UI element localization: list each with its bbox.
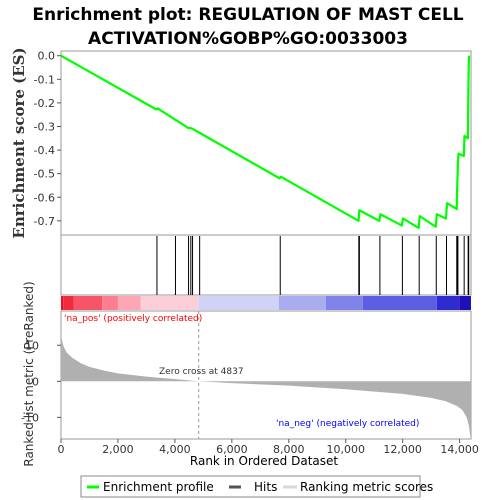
es-y-ticks: 0.0 -0.1 -0.2 -0.3 -0.4 -0.5 -0.6 -0.7 xyxy=(34,50,61,228)
legend-label-metric: Ranking metric scores xyxy=(300,480,433,494)
metric-panel: 10 0 -10 0 2,000 4,000 6,000 8,000 10,000 12,000… xyxy=(21,281,479,468)
metric-ytick-label: 10 xyxy=(25,339,39,352)
heatmap-segment xyxy=(102,296,118,310)
metric-area xyxy=(61,330,471,439)
legend-label-hits: Hits xyxy=(254,480,277,494)
heatmap-segment xyxy=(436,296,460,310)
es-ytick-label: -0.1 xyxy=(34,73,55,86)
hits-group xyxy=(156,236,470,295)
legend-label-profile: Enrichment profile xyxy=(103,480,214,494)
es-panel: 0.0 -0.1 -0.2 -0.3 -0.4 -0.5 -0.6 -0.7 Enrichme… xyxy=(10,47,472,239)
metric-y-axis-label: Ranked list metric (PreRanked) xyxy=(22,281,36,466)
heatmap-segment xyxy=(61,296,64,310)
pos-label: 'na_pos' (positively correlated) xyxy=(64,314,202,324)
heatmap-segment xyxy=(63,296,74,310)
neg-label: 'na_neg' (negatively correlated) xyxy=(276,419,419,429)
x-axis-label: Rank in Ordered Dataset xyxy=(190,454,338,468)
es-ytick-label: -0.7 xyxy=(34,215,55,228)
hits-frame xyxy=(60,234,472,296)
es-y-axis-label: Enrichment score (ES) xyxy=(10,47,28,238)
heatmap-segment xyxy=(362,296,437,310)
xtick-label: 2,000 xyxy=(102,443,134,456)
heatmap-segment xyxy=(325,296,363,310)
heatmap-segment xyxy=(117,296,141,310)
rank-heatmap-band xyxy=(61,296,471,310)
xtick-label: 4,000 xyxy=(159,443,191,456)
es-ytick-label: -0.5 xyxy=(34,168,55,181)
es-ytick-label: -0.6 xyxy=(34,191,55,204)
heatmap-segment xyxy=(140,296,199,310)
xtick-label: 8,000 xyxy=(273,443,305,456)
heatmap-segment xyxy=(278,296,326,310)
xtick-label: 12,000 xyxy=(383,443,422,456)
zero-cross-label: Zero cross at 4837 xyxy=(159,367,244,377)
es-line-group xyxy=(60,54,471,230)
chart-title-line2: ACTIVATION%GOBP%GO:0033003 xyxy=(88,29,408,49)
es-ytick-label: -0.3 xyxy=(34,120,55,133)
metric-ytick-label: 0 xyxy=(32,375,39,388)
es-ytick-label: -0.4 xyxy=(34,144,55,157)
heatmap-segment xyxy=(73,296,103,310)
es-plot-frame xyxy=(60,50,472,236)
xtick-label: 10,000 xyxy=(326,443,365,456)
chart-title-line1: Enrichment plot: REGULATION OF MAST CELL xyxy=(32,5,463,25)
es-ytick-label: 0.0 xyxy=(38,50,56,63)
xtick-label: 14,000 xyxy=(440,443,479,456)
x-axis-ticks: 0 2,000 4,000 6,000 8,000 10,000 12,000 14,000 xyxy=(58,439,479,456)
legend: Enrichment profile Hits Ranking metric s… xyxy=(80,475,433,498)
es-ytick-label: -0.2 xyxy=(34,97,55,110)
metric-ytick-label: -10 xyxy=(21,411,39,424)
metric-y-ticks: 10 0 -10 xyxy=(21,339,61,424)
es-series-line xyxy=(60,54,471,230)
heatmap-segment xyxy=(459,296,471,310)
heatmap-segment xyxy=(198,296,279,310)
legend-frame xyxy=(80,475,421,498)
metric-area-group xyxy=(61,311,471,439)
xtick-label: 0 xyxy=(58,443,65,456)
hits-panel xyxy=(60,234,472,296)
xtick-label: 6,000 xyxy=(216,443,248,456)
